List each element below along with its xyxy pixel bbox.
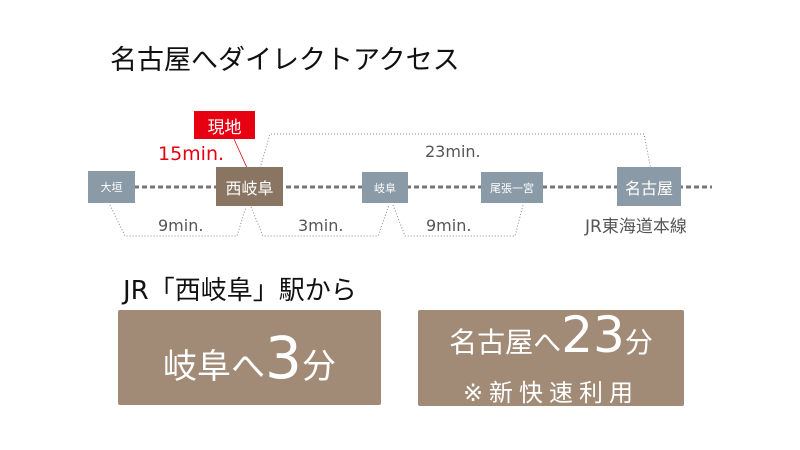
- marker-pointer: [233, 138, 249, 171]
- card-nagoya: 名古屋へ23分 ※新快速利用: [418, 309, 684, 407]
- station-nishigifu: 西岐阜: [216, 167, 283, 206]
- subtitle: JR「西岐阜」駅から: [123, 276, 357, 306]
- time-gifu-ichinomiya: 9min.: [426, 216, 472, 235]
- card-nagoya-minutes: 23: [561, 305, 625, 364]
- card-gifu-minutes: 3: [265, 323, 302, 392]
- bracket-3min: [250, 204, 390, 237]
- card-gifu-unit: 分: [301, 346, 336, 387]
- card-gifu-text: 岐阜へ3分: [163, 324, 336, 392]
- route-lines: [109, 133, 712, 237]
- card-gifu-dest: 岐阜へ: [163, 346, 266, 387]
- station-ogaki: 大垣: [88, 171, 135, 203]
- card-nagoya-text: 名古屋へ23分: [449, 309, 653, 373]
- card-gifu: 岐阜へ3分: [118, 310, 381, 405]
- station-nagoya: 名古屋: [617, 167, 681, 206]
- bracket-9min-b: [392, 204, 524, 237]
- line-name: JR東海道本線: [585, 217, 687, 237]
- walk-time: 15min.: [158, 143, 225, 165]
- bracket-23min: [255, 133, 652, 183]
- current-location-marker: 現地: [194, 111, 255, 139]
- time-nishigifu-gifu: 3min.: [298, 216, 344, 235]
- page-title: 名古屋へダイレクトアクセス: [110, 45, 460, 76]
- time-nishigifu-nagoya: 23min.: [425, 142, 481, 161]
- card-nagoya-dest: 名古屋へ: [449, 325, 562, 359]
- station-gifu: 岐阜: [362, 172, 408, 203]
- card-nagoya-unit: 分: [624, 325, 653, 359]
- station-owari-ichinomiya: 尾張一宮: [481, 172, 543, 203]
- card-nagoya-note: ※新快速利用: [462, 378, 640, 407]
- bracket-9min-a: [109, 204, 247, 237]
- time-ogaki-nishigifu: 9min.: [158, 216, 204, 235]
